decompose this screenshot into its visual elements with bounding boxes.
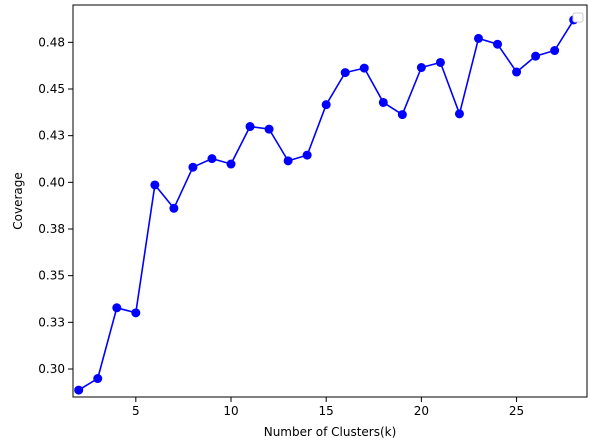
data-point bbox=[74, 385, 84, 395]
y-tick-label: 0.43 bbox=[38, 129, 65, 143]
x-axis-ticks: 5 10 15 20 25 bbox=[132, 397, 524, 418]
data-point bbox=[150, 180, 160, 190]
data-point bbox=[93, 374, 103, 384]
data-point bbox=[378, 97, 388, 107]
data-point bbox=[454, 109, 464, 119]
x-tick-label: 5 bbox=[132, 404, 140, 418]
y-tick-label: 0.33 bbox=[38, 315, 65, 329]
data-point bbox=[397, 110, 407, 120]
data-point bbox=[340, 68, 350, 78]
series-line bbox=[78, 19, 575, 391]
data-point bbox=[359, 63, 369, 73]
data-point bbox=[226, 159, 236, 169]
data-point bbox=[207, 154, 217, 164]
data-point bbox=[321, 100, 331, 110]
y-tick-label: 0.45 bbox=[38, 82, 65, 96]
data-point bbox=[283, 156, 293, 166]
data-point bbox=[131, 308, 141, 318]
data-point bbox=[302, 150, 312, 160]
y-axis-label: Coverage bbox=[11, 172, 25, 230]
y-tick-label: 0.48 bbox=[38, 35, 65, 49]
x-tick-label: 10 bbox=[223, 404, 238, 418]
y-tick-label: 0.35 bbox=[38, 269, 65, 283]
x-tick-label: 20 bbox=[414, 404, 429, 418]
data-point bbox=[435, 57, 445, 67]
data-point bbox=[245, 122, 255, 132]
coverage-series bbox=[74, 15, 579, 395]
data-point bbox=[112, 303, 122, 313]
plot-frame bbox=[72, 4, 588, 398]
y-tick-label: 0.38 bbox=[38, 222, 65, 236]
data-point bbox=[169, 203, 179, 213]
y-axis-ticks: 0.30 0.33 0.35 0.38 0.40 0.43 0.45 0.48 bbox=[38, 35, 73, 376]
y-tick-label: 0.40 bbox=[38, 175, 65, 189]
legend-box bbox=[572, 12, 584, 23]
x-axis-label: Number of Clusters(k) bbox=[264, 425, 397, 439]
data-point bbox=[550, 46, 560, 56]
data-point bbox=[531, 51, 541, 61]
data-point bbox=[188, 162, 198, 172]
data-point bbox=[416, 63, 426, 73]
data-point bbox=[512, 67, 522, 77]
x-tick-label: 25 bbox=[509, 404, 524, 418]
x-tick-label: 15 bbox=[319, 404, 334, 418]
data-point bbox=[264, 124, 274, 134]
data-point bbox=[473, 33, 483, 43]
data-point bbox=[493, 39, 503, 49]
y-tick-label: 0.30 bbox=[38, 362, 65, 376]
